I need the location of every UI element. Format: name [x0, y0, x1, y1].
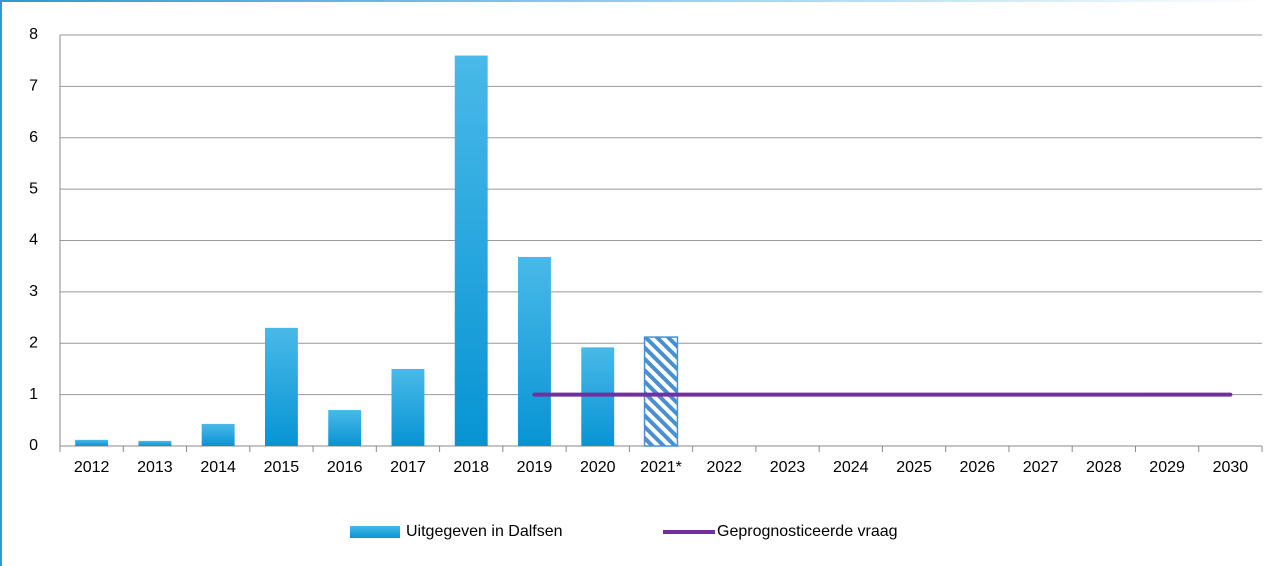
x-tick-label: 2026	[960, 459, 996, 476]
bar-hatched	[643, 336, 679, 447]
bar	[264, 327, 298, 446]
x-tick-label: 2024	[833, 459, 869, 476]
bar	[75, 439, 109, 446]
bar	[201, 423, 235, 446]
y-tick-label: 6	[29, 129, 38, 146]
x-tick-label: 2018	[453, 459, 489, 476]
bar	[391, 368, 425, 446]
legend-label: Uitgegeven in Dalfsen	[406, 523, 563, 540]
y-tick-label: 2	[29, 334, 38, 351]
x-tick-label: 2028	[1086, 459, 1122, 476]
legend-label: Geprognosticeerde vraag	[717, 523, 898, 540]
x-tick-label: 2025	[896, 459, 932, 476]
y-tick-label: 5	[29, 180, 38, 197]
x-tick-label: 2015	[264, 459, 300, 476]
x-tick-label: 2017	[390, 459, 426, 476]
x-tick-label: 2020	[580, 459, 616, 476]
x-tick-label: 2019	[517, 459, 553, 476]
x-tick-label: 2012	[74, 459, 110, 476]
x-tick-label: 2027	[1023, 459, 1059, 476]
x-tick-label: 2022	[706, 459, 742, 476]
legend-swatch	[350, 526, 400, 538]
x-tick-label: 2014	[200, 459, 236, 476]
frame-top	[0, 0, 1270, 2]
bar	[138, 440, 172, 446]
y-tick-label: 7	[29, 78, 38, 95]
bar	[518, 256, 551, 446]
y-tick-label: 8	[29, 26, 38, 43]
x-tick-label: 2029	[1149, 459, 1185, 476]
y-tick-label: 0	[29, 437, 38, 454]
y-tick-label: 4	[29, 232, 38, 249]
bar	[454, 55, 488, 447]
x-tick-label: 2023	[770, 459, 806, 476]
bar	[581, 347, 615, 446]
frame-left	[0, 0, 2, 566]
bar	[328, 410, 362, 446]
x-tick-label: 2013	[137, 459, 173, 476]
y-tick-label: 3	[29, 283, 38, 300]
y-tick-label: 1	[29, 386, 38, 403]
x-tick-label: 2021*	[640, 459, 682, 476]
x-tick-label: 2016	[327, 459, 363, 476]
x-tick-label: 2030	[1213, 459, 1249, 476]
